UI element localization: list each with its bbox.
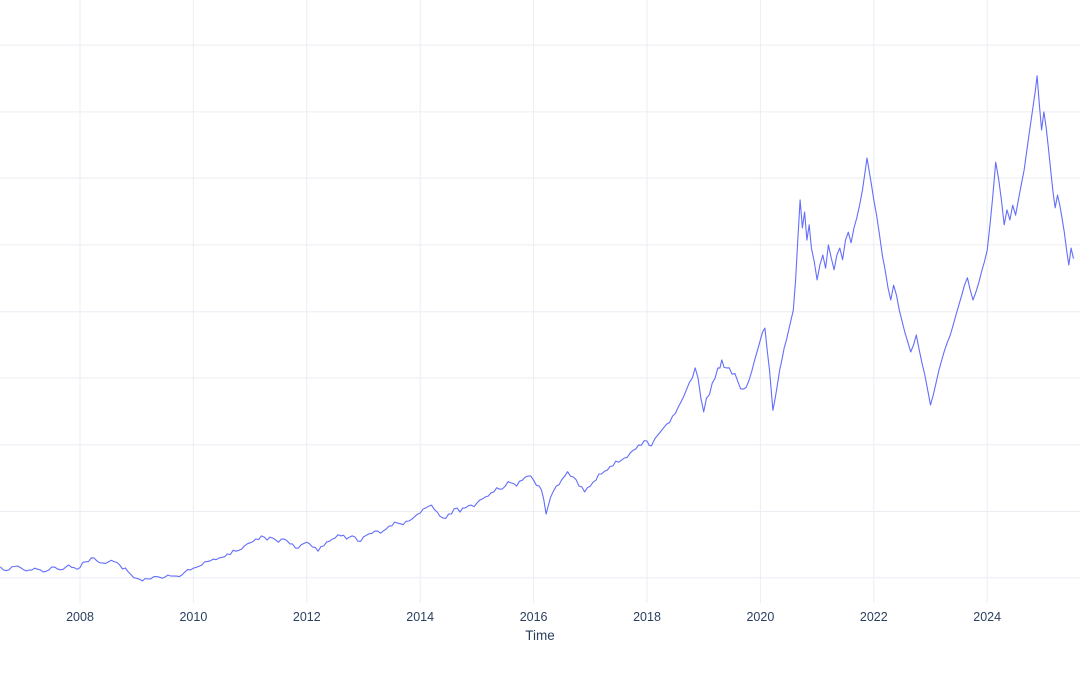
x-axis-ticks: 2008 2010 2012 2014 2016 2018 2020 2022 2024 xyxy=(66,610,1001,624)
x-tick-label: 2008 xyxy=(66,610,94,624)
x-tick-label: 2024 xyxy=(973,610,1001,624)
gridlines xyxy=(0,0,1080,603)
x-axis-title: Time xyxy=(525,628,555,643)
x-tick-label: 2016 xyxy=(520,610,548,624)
price-line xyxy=(0,75,1074,582)
x-tick-label: 2020 xyxy=(746,610,774,624)
x-tick-label: 2018 xyxy=(633,610,661,624)
x-tick-label: 2010 xyxy=(179,610,207,624)
x-tick-label: 2012 xyxy=(293,610,321,624)
x-tick-label: 2014 xyxy=(406,610,434,624)
x-tick-label: 2022 xyxy=(860,610,888,624)
